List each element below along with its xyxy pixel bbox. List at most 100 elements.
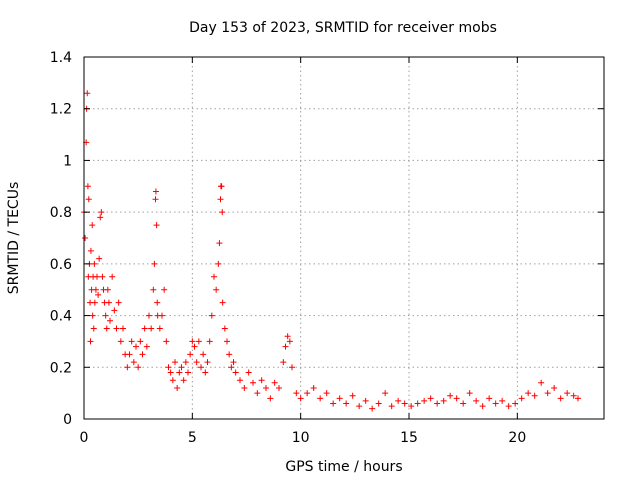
data-point <box>193 359 200 366</box>
grid <box>84 57 604 419</box>
data-point <box>102 312 109 319</box>
data-point <box>91 260 98 267</box>
data-point <box>206 338 213 345</box>
data-point <box>176 369 183 376</box>
data-point <box>161 286 168 293</box>
data-point <box>111 307 118 314</box>
data-point <box>473 397 480 404</box>
data-point <box>219 209 226 216</box>
data-point <box>202 369 209 376</box>
data-point <box>297 395 304 402</box>
data-point <box>120 325 126 332</box>
data-point <box>87 247 94 254</box>
data-point <box>107 317 113 324</box>
data-point <box>150 286 157 293</box>
data-point <box>382 390 389 397</box>
data-point <box>163 338 170 345</box>
data-point <box>479 403 486 410</box>
data-point <box>544 390 551 397</box>
data-point <box>178 364 185 371</box>
data-point <box>362 397 369 404</box>
data-point <box>153 222 160 229</box>
data-point <box>156 325 163 332</box>
data-point <box>165 364 172 371</box>
data-point <box>304 390 311 397</box>
data-point <box>96 255 103 262</box>
data-point <box>525 390 532 397</box>
data-point <box>95 291 102 298</box>
data-point <box>109 273 116 280</box>
x-tick-label: 20 <box>508 430 526 446</box>
data-point <box>217 196 224 203</box>
data-point <box>126 351 133 358</box>
data-point <box>280 359 287 366</box>
data-point <box>505 403 512 410</box>
data-point <box>154 299 161 306</box>
data-point <box>84 90 91 97</box>
data-point <box>434 400 441 407</box>
data-point <box>228 364 235 371</box>
data-point <box>187 351 194 358</box>
y-tick-label: 1.4 <box>50 50 72 66</box>
data-point <box>421 397 428 404</box>
data-point <box>375 400 382 407</box>
data-point <box>105 299 112 306</box>
data-point <box>198 364 204 371</box>
data-point <box>213 286 220 293</box>
data-point <box>167 369 174 376</box>
data-point <box>94 273 100 280</box>
data-point <box>241 384 248 391</box>
y-axis-label: SRMTID / TECUs <box>6 182 22 295</box>
data-point <box>401 400 408 407</box>
data-point <box>414 400 421 407</box>
data-point <box>84 183 91 190</box>
data-point <box>492 400 499 407</box>
data-point <box>89 312 96 319</box>
data-point <box>97 214 104 221</box>
data-point <box>226 351 233 358</box>
data-point <box>208 312 215 319</box>
data-point <box>128 338 135 345</box>
data-point <box>369 405 376 412</box>
data-point <box>141 325 148 332</box>
data-point <box>245 369 252 376</box>
data-point <box>87 338 94 345</box>
data-point <box>117 338 124 345</box>
data-point <box>92 286 99 293</box>
data-point <box>219 299 226 306</box>
data-point <box>317 395 324 402</box>
x-axis-label: GPS time / hours <box>285 459 402 475</box>
data-point <box>267 395 274 402</box>
data-point <box>152 196 159 203</box>
y-tick-label: 1.2 <box>50 102 72 118</box>
data-point <box>215 260 222 267</box>
data-point <box>221 325 228 332</box>
data-point <box>286 338 293 345</box>
y-tick-label: 0.4 <box>50 309 72 325</box>
data-point <box>90 325 97 332</box>
data-point <box>99 273 106 280</box>
data-point <box>258 377 265 384</box>
data-point <box>310 384 317 391</box>
data-point <box>551 384 558 391</box>
data-point <box>204 359 211 366</box>
y-tick-label: 0 <box>63 412 72 428</box>
data-point <box>211 273 217 280</box>
data-point <box>323 390 330 397</box>
data-point <box>135 364 142 371</box>
data-point <box>395 397 402 404</box>
data-point <box>271 379 278 386</box>
data-point <box>146 312 152 319</box>
y-tick-label: 1 <box>63 153 72 169</box>
data-point <box>284 333 291 340</box>
data-point <box>518 395 525 402</box>
data-point <box>557 395 564 402</box>
data-point <box>143 343 150 350</box>
plot-frame <box>83 56 605 420</box>
data-point <box>499 397 506 404</box>
data-point <box>349 392 356 399</box>
data-point <box>174 384 181 391</box>
data-point <box>293 390 300 397</box>
data-point <box>486 395 493 402</box>
